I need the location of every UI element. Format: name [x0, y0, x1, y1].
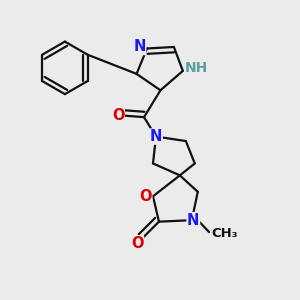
- Text: NH: NH: [185, 61, 208, 75]
- Text: N: N: [187, 213, 200, 228]
- Text: CH₃: CH₃: [212, 227, 238, 240]
- Text: O: O: [131, 236, 143, 251]
- Text: O: O: [139, 189, 152, 204]
- Text: N: N: [150, 129, 162, 144]
- Text: O: O: [112, 108, 124, 123]
- Text: N: N: [134, 40, 146, 55]
